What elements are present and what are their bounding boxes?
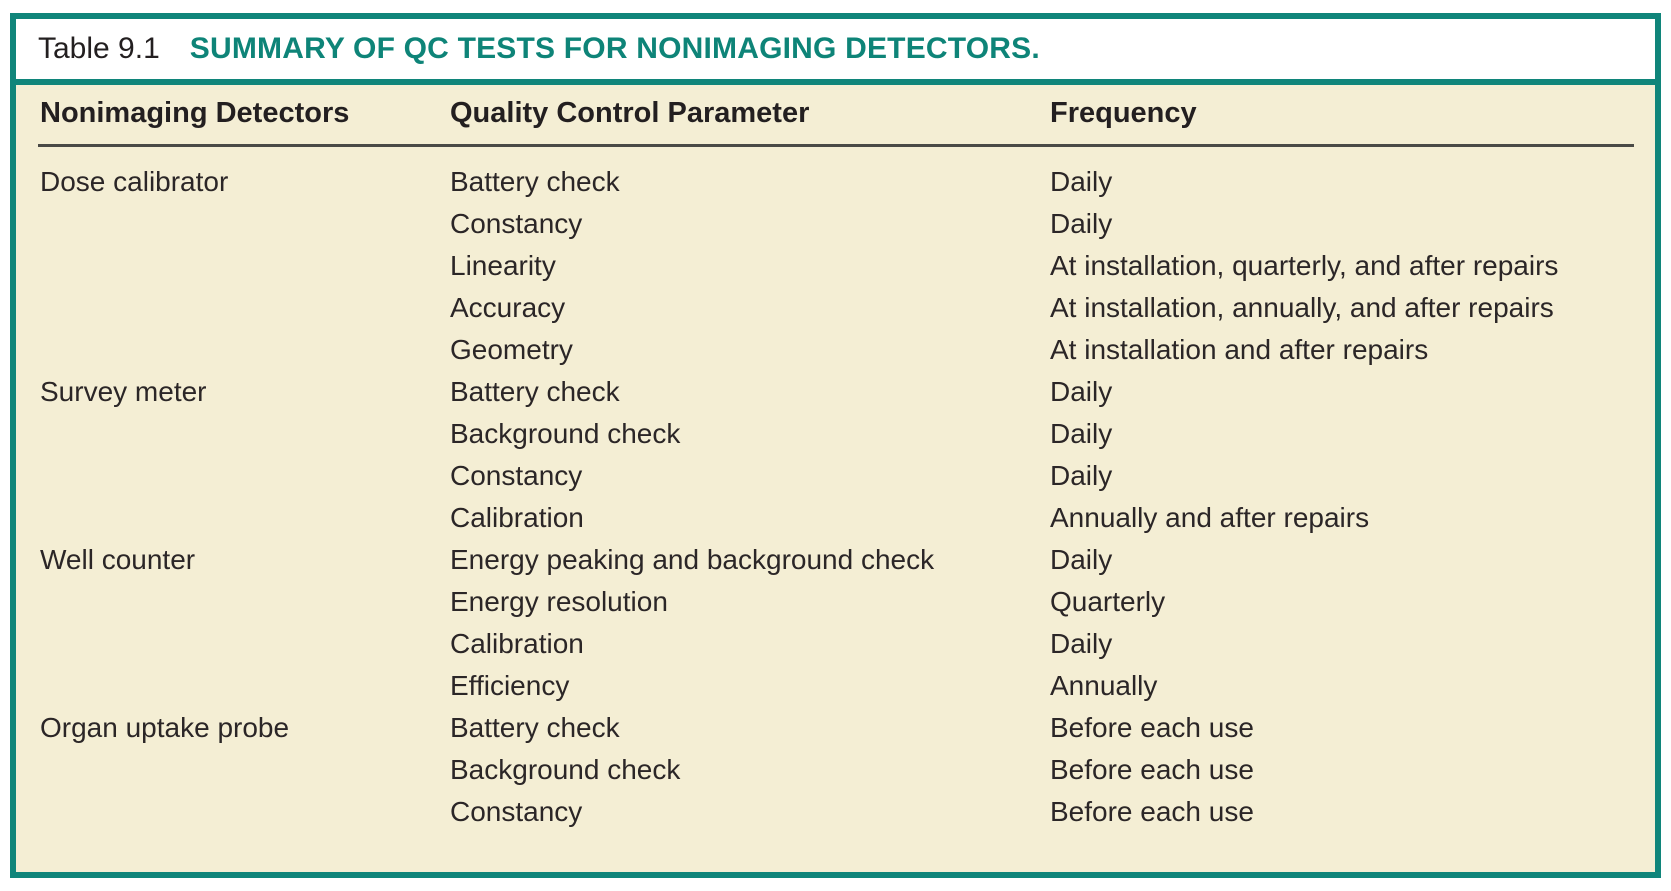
table-row: Efficiency Annually	[40, 665, 1655, 707]
table-title: Table 9.1 SUMMARY OF QC TESTS FOR NONIMA…	[16, 19, 1655, 79]
parameter-cell: Battery check	[450, 712, 620, 743]
frequency-cell: Quarterly	[1050, 586, 1166, 617]
frequency-cell: Daily	[1050, 208, 1113, 239]
detector-cell: Organ uptake probe	[40, 712, 290, 743]
frequency-cell: Before each use	[1050, 712, 1254, 743]
frequency-cell: Annually	[1050, 670, 1158, 701]
parameter-cell: Constancy	[450, 208, 583, 239]
frequency-cell: Daily	[1050, 544, 1113, 575]
parameter-cell: Background check	[450, 754, 681, 785]
table-row: Survey meter Battery check Daily	[40, 371, 1655, 413]
parameter-cell: Constancy	[450, 796, 583, 827]
parameter-cell: Linearity	[450, 250, 556, 281]
detector-cell: Survey meter	[40, 376, 207, 407]
frequency-cell: Daily	[1050, 376, 1113, 407]
table-rows: Dose calibrator Battery check Daily Cons…	[40, 161, 1655, 833]
parameter-cell: Background check	[450, 418, 681, 449]
table-row: Well counter Energy peaking and backgrou…	[40, 539, 1655, 581]
table-row: Dose calibrator Battery check Daily	[40, 161, 1655, 203]
table-row: Constancy Before each use	[40, 791, 1655, 833]
table-row: Background check Before each use	[40, 749, 1655, 791]
table-row: Accuracy At installation, annually, and …	[40, 287, 1655, 329]
column-header-frequency: Frequency	[1050, 96, 1197, 129]
frequency-cell: Annually and after repairs	[1050, 502, 1370, 533]
frequency-cell: At installation, annually, and after rep…	[1050, 292, 1554, 323]
frequency-cell: Daily	[1050, 628, 1113, 659]
table-row: Calibration Annually and after repairs	[40, 497, 1655, 539]
table-row: Energy resolution Quarterly	[40, 581, 1655, 623]
frequency-cell: Daily	[1050, 460, 1113, 491]
table-row: Constancy Daily	[40, 203, 1655, 245]
table-row: Constancy Daily	[40, 455, 1655, 497]
frequency-cell: Daily	[1050, 418, 1113, 449]
table-row: Background check Daily	[40, 413, 1655, 455]
table-row: Linearity At installation, quarterly, an…	[40, 245, 1655, 287]
frequency-cell: At installation, quarterly, and after re…	[1050, 250, 1559, 281]
frequency-cell: Daily	[1050, 166, 1113, 197]
parameter-cell: Calibration	[450, 628, 584, 659]
parameter-cell: Calibration	[450, 502, 584, 533]
parameter-cell: Constancy	[450, 460, 583, 491]
column-header-row: Nonimaging Detectors Quality Control Par…	[40, 95, 1655, 131]
header-divider-rule	[38, 144, 1634, 147]
parameter-cell: Battery check	[450, 166, 620, 197]
table-row: Calibration Daily	[40, 623, 1655, 665]
column-header-parameter: Quality Control Parameter	[450, 96, 810, 129]
parameter-cell: Battery check	[450, 376, 620, 407]
column-header-detectors: Nonimaging Detectors	[40, 96, 350, 129]
title-divider-rule	[16, 79, 1655, 85]
table-number: Table 9.1	[38, 32, 160, 65]
table-row: Geometry At installation and after repai…	[40, 329, 1655, 371]
frequency-cell: Before each use	[1050, 796, 1254, 827]
table-body: Nonimaging Detectors Quality Control Par…	[16, 85, 1655, 872]
parameter-cell: Efficiency	[450, 670, 570, 701]
detector-cell: Dose calibrator	[40, 166, 229, 197]
table-title-text: SUMMARY OF QC TESTS FOR NONIMAGING DETEC…	[189, 32, 1040, 65]
qc-table-frame: Table 9.1 SUMMARY OF QC TESTS FOR NONIMA…	[10, 13, 1661, 878]
frequency-cell: At installation and after repairs	[1050, 334, 1429, 365]
parameter-cell: Energy resolution	[450, 586, 668, 617]
parameter-cell: Energy peaking and background check	[450, 544, 935, 575]
detector-cell: Well counter	[40, 544, 196, 575]
table-row: Organ uptake probe Battery check Before …	[40, 707, 1655, 749]
parameter-cell: Geometry	[450, 334, 573, 365]
parameter-cell: Accuracy	[450, 292, 566, 323]
frequency-cell: Before each use	[1050, 754, 1254, 785]
